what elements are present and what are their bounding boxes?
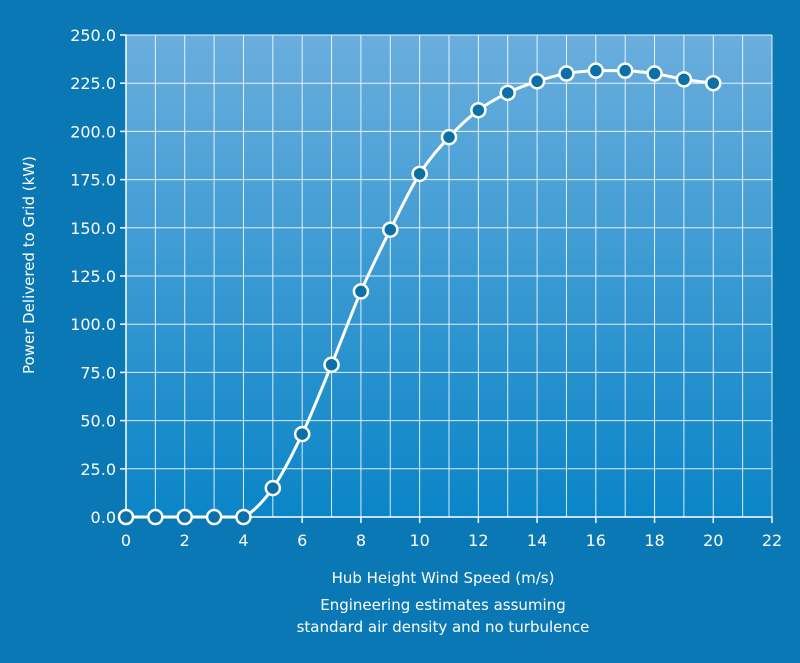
x-tick-label: 22 (762, 531, 782, 550)
x-tick-label: 18 (644, 531, 664, 550)
x-tick-label: 4 (238, 531, 248, 550)
data-point (117, 508, 135, 526)
y-tick-label: 0.0 (91, 508, 116, 527)
data-point (205, 508, 223, 526)
y-tick-label: 250.0 (70, 26, 116, 45)
x-tick-label: 8 (356, 531, 366, 550)
x-tick-label: 2 (180, 531, 190, 550)
x-tick-label: 6 (297, 531, 307, 550)
x-tick-label: 10 (409, 531, 429, 550)
data-point (176, 508, 193, 526)
y-tick-label: 100.0 (70, 315, 116, 334)
x-tick-label: 16 (586, 531, 606, 550)
data-point (558, 65, 575, 82)
data-point (646, 65, 663, 82)
data-point (499, 84, 516, 102)
y-tick-label: 125.0 (70, 267, 116, 286)
data-point (382, 221, 399, 238)
data-point (616, 62, 634, 79)
chart-note-line-1: Engineering estimates assuming (320, 596, 566, 614)
y-tick-label: 200.0 (70, 122, 116, 141)
data-point (323, 356, 340, 373)
x-axis-title: Hub Height Wind Speed (m/s) (332, 569, 555, 587)
y-tick-label: 175.0 (70, 171, 116, 190)
y-tick-label: 50.0 (80, 412, 116, 431)
data-point (264, 479, 282, 497)
data-point (411, 165, 428, 183)
data-point (470, 101, 487, 119)
data-point (705, 74, 722, 92)
data-point (528, 73, 546, 90)
x-tick-label: 12 (468, 531, 488, 550)
data-point (147, 508, 164, 526)
y-tick-label: 25.0 (80, 460, 116, 479)
data-point (587, 62, 605, 79)
data-point (235, 508, 252, 526)
data-point (293, 425, 311, 443)
grid-lines (125, 34, 773, 518)
x-tick-label: 20 (703, 531, 723, 550)
y-tick-label: 75.0 (80, 363, 116, 382)
y-tick-label: 225.0 (70, 74, 116, 93)
data-point (440, 128, 458, 146)
y-tick-label: 150.0 (70, 219, 116, 238)
x-tick-label: 0 (121, 531, 131, 550)
data-point (675, 71, 693, 88)
x-tick-labels: 0 2 4 6 8 10 12 14 16 18 20 22 (121, 531, 782, 550)
chart-note-line-2: standard air density and no turbulence (297, 618, 590, 636)
x-tick-label: 14 (527, 531, 547, 550)
data-point (352, 283, 370, 300)
y-axis-title: Power Delivered to Grid (kW) (20, 156, 38, 374)
data-points (117, 62, 722, 526)
y-tick-labels: 0.0 25.0 50.0 75.0 100.0 125.0 150.0 175.0 200.0… (70, 26, 116, 527)
